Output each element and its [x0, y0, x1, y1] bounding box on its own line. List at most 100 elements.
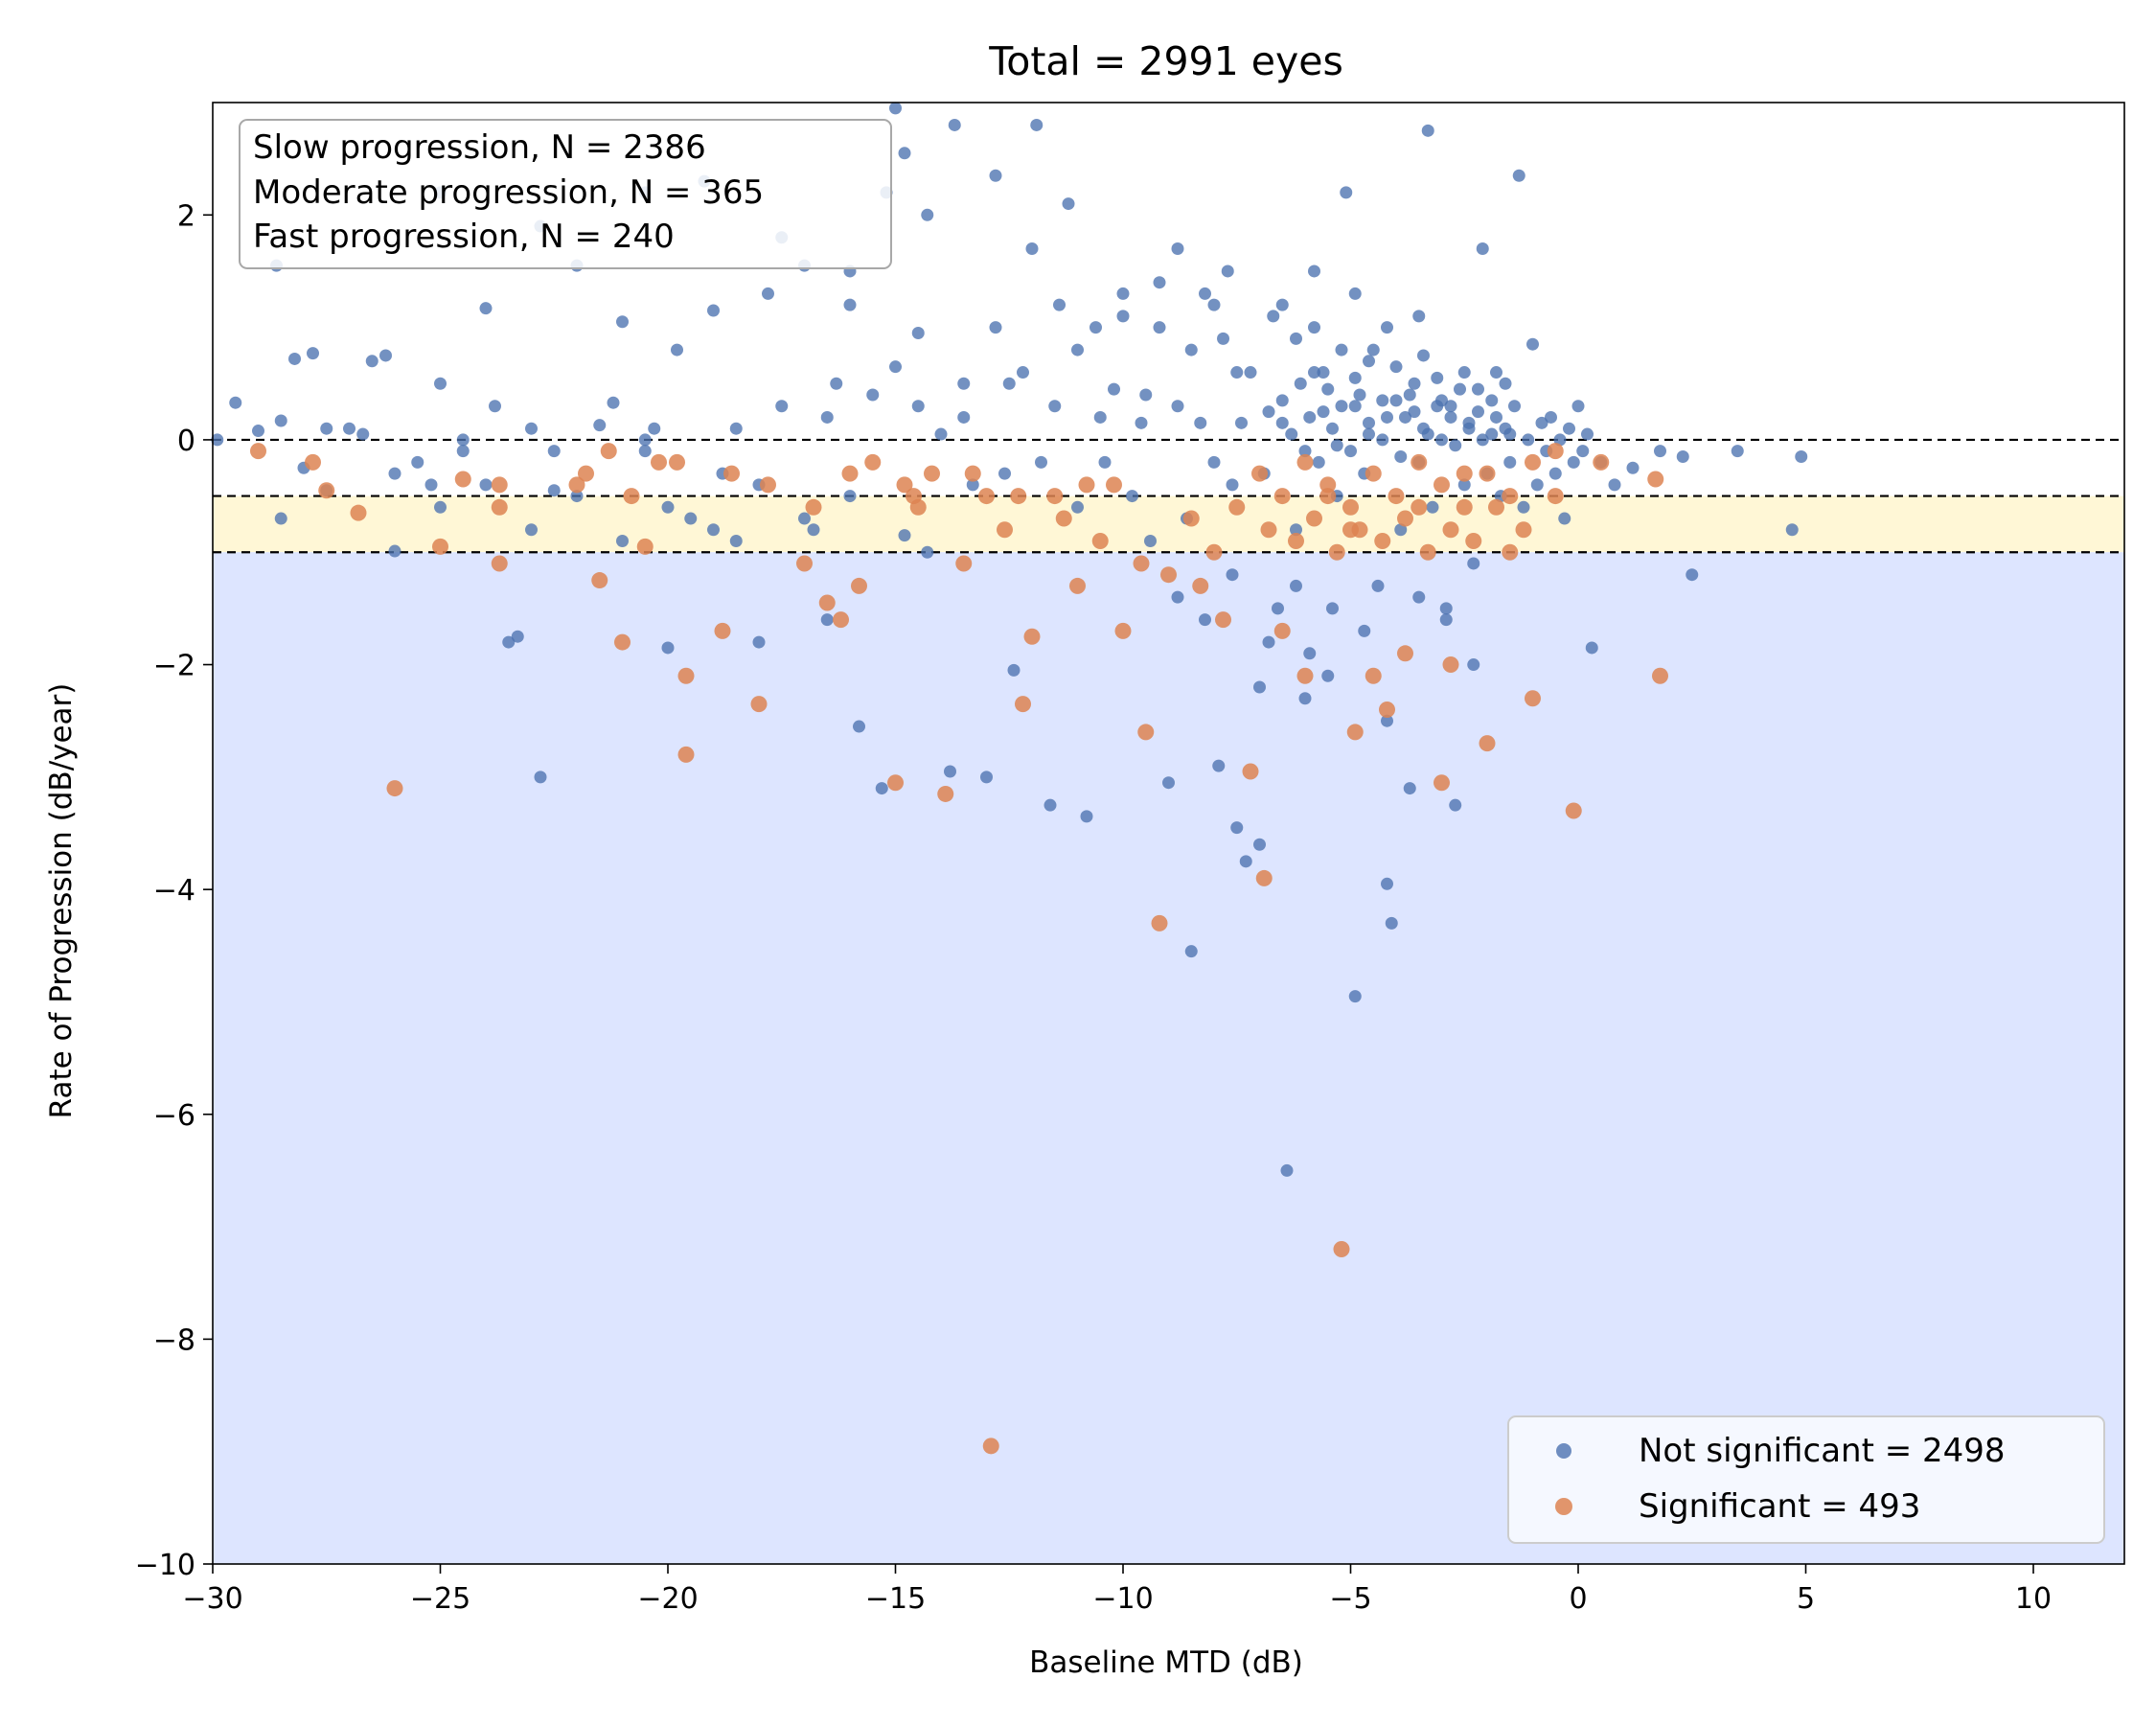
point-not-significant-259 — [898, 147, 911, 160]
point-not-significant-138 — [1476, 242, 1489, 255]
y-tick-label-3: −4 — [153, 874, 195, 908]
point-not-significant-194 — [1381, 410, 1393, 424]
point-not-significant-180 — [1403, 388, 1416, 402]
x-axis-ticks: −30 −25 −20 −15 −10 −5 0 5 10 — [182, 1564, 2052, 1616]
point-significant-47 — [1242, 763, 1259, 780]
point-not-significant-30 — [661, 641, 675, 655]
point-significant-78 — [1434, 476, 1450, 494]
point-significant-81 — [1502, 488, 1519, 505]
x-tick-label-4: −10 — [1092, 1582, 1153, 1616]
point-not-significant-179 — [1389, 360, 1403, 374]
point-significant-69 — [1652, 667, 1668, 684]
point-significant-23 — [851, 577, 867, 594]
point-not-significant-185 — [1472, 382, 1484, 396]
point-significant-35 — [1023, 628, 1041, 645]
point-not-significant-167 — [1676, 450, 1689, 464]
point-not-significant-192 — [1348, 400, 1362, 413]
point-not-significant-80 — [1199, 287, 1211, 300]
x-tick-label-7: 5 — [1797, 1582, 1815, 1616]
point-not-significant-204 — [1184, 343, 1198, 356]
point-not-significant-11 — [379, 349, 392, 362]
point-significant-91 — [1419, 543, 1436, 561]
point-not-significant-43 — [843, 298, 857, 311]
info-box-frame — [239, 119, 892, 269]
point-not-significant-103 — [1317, 366, 1330, 380]
point-significant-102 — [805, 498, 822, 516]
point-significant-3 — [350, 504, 367, 521]
point-not-significant-96 — [1285, 427, 1298, 441]
point-not-significant-178 — [1376, 394, 1389, 407]
info-box-line-slow: Slow progression, N = 2386 — [253, 128, 706, 167]
point-significant-60 — [1442, 656, 1459, 674]
point-not-significant-224 — [616, 535, 629, 547]
point-not-significant-223 — [661, 500, 675, 514]
point-not-significant-200 — [1462, 416, 1476, 429]
x-tick-label-5: −5 — [1329, 1582, 1371, 1616]
x-tick-label-0: −30 — [182, 1582, 242, 1616]
point-not-significant-63 — [1053, 298, 1066, 311]
point-not-significant-169 — [1731, 445, 1744, 458]
point-significant-49 — [1273, 622, 1291, 639]
point-significant-109 — [1215, 611, 1231, 629]
point-not-significant-45 — [866, 388, 880, 402]
point-not-significant-99 — [1298, 692, 1312, 705]
point-not-significant-108 — [1340, 186, 1353, 199]
point-not-significant-56 — [989, 169, 1002, 182]
point-not-significant-240 — [1381, 714, 1393, 727]
point-significant-99 — [964, 465, 981, 482]
point-not-significant-249 — [1221, 264, 1234, 278]
point-significant-79 — [1456, 498, 1473, 516]
point-not-significant-48 — [898, 529, 911, 542]
point-significant-32 — [982, 1438, 999, 1455]
info-box: Slow progression, N = 2386 Moderate prog… — [239, 119, 892, 269]
point-not-significant-146 — [1512, 169, 1525, 182]
point-not-significant-261 — [948, 118, 961, 131]
point-significant-61 — [1456, 465, 1473, 482]
point-not-significant-247 — [1153, 276, 1166, 289]
point-significant-7 — [491, 498, 508, 516]
point-significant-0 — [250, 443, 266, 460]
y-tick-label-6: 2 — [177, 199, 195, 233]
point-not-significant-15 — [434, 377, 447, 390]
point-significant-100 — [906, 488, 922, 505]
point-not-significant-162 — [1585, 641, 1598, 655]
point-significant-42 — [1151, 914, 1168, 932]
point-significant-70 — [1251, 465, 1268, 482]
point-significant-14 — [636, 538, 654, 555]
point-not-significant-158 — [1567, 455, 1580, 469]
point-not-significant-32 — [684, 512, 698, 525]
point-not-significant-53 — [957, 377, 971, 390]
point-significant-29 — [937, 785, 954, 802]
reference-lines — [213, 438, 2124, 554]
point-not-significant-89 — [1253, 838, 1266, 851]
point-significant-9 — [491, 476, 508, 494]
point-significant-62 — [1479, 735, 1496, 752]
point-significant-95 — [1515, 521, 1532, 539]
point-not-significant-54 — [966, 478, 979, 492]
point-not-significant-207 — [1139, 388, 1153, 402]
point-significant-59 — [1434, 774, 1450, 792]
point-not-significant-252 — [1348, 287, 1362, 300]
point-not-significant-176 — [1348, 371, 1362, 384]
point-significant-46 — [1228, 498, 1246, 516]
point-not-significant-115 — [1371, 579, 1385, 592]
point-not-significant-232 — [1199, 613, 1211, 627]
point-significant-88 — [1351, 521, 1368, 539]
point-significant-20 — [796, 555, 813, 572]
point-not-significant-173 — [1308, 366, 1320, 380]
point-not-significant-228 — [434, 500, 447, 514]
point-not-significant-20 — [511, 630, 524, 643]
point-not-significant-227 — [479, 478, 493, 492]
progression-bands — [213, 495, 2124, 1565]
point-not-significant-187 — [1499, 377, 1512, 390]
point-not-significant-116 — [1376, 433, 1389, 447]
point-not-significant-114 — [1366, 343, 1380, 356]
point-not-significant-201 — [1476, 433, 1489, 447]
point-not-significant-41 — [820, 613, 834, 627]
point-not-significant-118 — [1385, 916, 1398, 930]
point-not-significant-208 — [1093, 410, 1107, 424]
point-significant-107 — [568, 476, 585, 494]
point-not-significant-226 — [525, 523, 538, 537]
point-not-significant-105 — [1326, 422, 1339, 435]
point-not-significant-10 — [365, 355, 378, 368]
